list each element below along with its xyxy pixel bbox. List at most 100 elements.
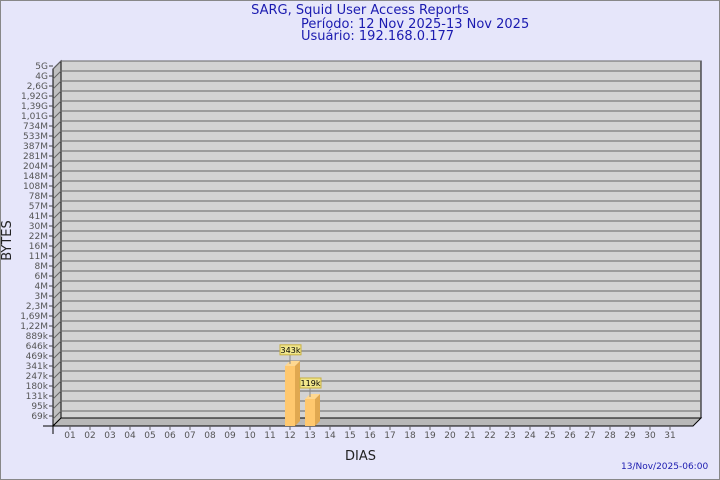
y-tick-label: 734M bbox=[23, 122, 48, 132]
gridline-side bbox=[52, 370, 62, 380]
bar-side bbox=[315, 393, 320, 426]
y-tick-label: 1,22M bbox=[20, 322, 48, 332]
gridline-side bbox=[52, 330, 62, 340]
gridline-side bbox=[52, 70, 62, 80]
y-tick-label: 4M bbox=[35, 282, 49, 292]
y-tick-label: 16M bbox=[29, 242, 48, 252]
y-tick-label: 57M bbox=[29, 202, 48, 212]
y-tick-label: 341k bbox=[26, 362, 49, 372]
gridline-side bbox=[52, 80, 62, 90]
x-tick-label: 25 bbox=[544, 431, 555, 441]
x-tick-label: 16 bbox=[364, 431, 376, 441]
gridline-side bbox=[52, 210, 62, 220]
y-tick-label: 30M bbox=[29, 222, 48, 232]
y-tick-label: 533M bbox=[23, 132, 48, 142]
x-tick-label: 22 bbox=[484, 431, 495, 441]
y-tick-label: 387M bbox=[23, 142, 48, 152]
x-tick-label: 20 bbox=[444, 431, 456, 441]
x-tick-label: 28 bbox=[604, 431, 616, 441]
y-tick-label: 281M bbox=[23, 152, 48, 162]
y-axis-label: BYTES bbox=[0, 220, 15, 261]
x-tick-label: 26 bbox=[564, 431, 576, 441]
x-tick-label: 23 bbox=[504, 431, 515, 441]
y-tick-label: 889k bbox=[26, 332, 49, 342]
x-tick-label: 06 bbox=[164, 431, 176, 441]
gridline-side bbox=[52, 390, 62, 400]
y-tick-label: 247k bbox=[26, 372, 49, 382]
y-tick-label: 1,01G bbox=[21, 112, 48, 122]
y-tick-label: 3M bbox=[35, 292, 49, 302]
x-tick-label: 24 bbox=[524, 431, 536, 441]
y-tick-label: 69k bbox=[31, 412, 48, 422]
x-tick-label: 01 bbox=[64, 431, 75, 441]
gridline-side bbox=[52, 170, 62, 180]
gridline-side bbox=[52, 240, 62, 250]
gridline-side bbox=[52, 260, 62, 270]
data-label: 343k bbox=[281, 346, 301, 355]
bar bbox=[285, 365, 295, 426]
gridline-side bbox=[52, 190, 62, 200]
y-tick-label: 204M bbox=[23, 162, 48, 172]
x-tick-label: 30 bbox=[644, 431, 656, 441]
y-tick-label: 180k bbox=[26, 382, 49, 392]
gridline-side bbox=[52, 300, 62, 310]
gridline-side bbox=[52, 250, 62, 260]
x-tick-label: 04 bbox=[124, 431, 136, 441]
y-tick-label: 469k bbox=[26, 352, 49, 362]
gridline-side bbox=[52, 60, 62, 70]
gridline-side bbox=[52, 220, 62, 230]
x-tick-label: 18 bbox=[404, 431, 416, 441]
gridline-side bbox=[52, 340, 62, 350]
y-tick-label: 4G bbox=[35, 72, 48, 82]
user-text: Usuário: 192.168.0.177 bbox=[301, 29, 455, 44]
y-tick-label: 1,39G bbox=[21, 102, 48, 112]
data-label: 119k bbox=[301, 379, 321, 388]
y-tick-label: 5G bbox=[35, 62, 48, 72]
x-axis-label: DIAS bbox=[345, 449, 376, 464]
gridline-side bbox=[52, 110, 62, 120]
x-tick-label: 10 bbox=[244, 431, 256, 441]
bar-side bbox=[295, 360, 300, 426]
x-tick-label: 02 bbox=[84, 431, 95, 441]
gridline-side bbox=[52, 120, 62, 130]
floor bbox=[51, 417, 703, 427]
bar bbox=[305, 398, 315, 426]
x-tick-label: 15 bbox=[344, 431, 355, 441]
x-tick-label: 05 bbox=[144, 431, 155, 441]
gridline-side bbox=[52, 400, 62, 410]
x-tick-label: 14 bbox=[324, 431, 336, 441]
gridline-side bbox=[52, 130, 62, 140]
y-tick-label: 41M bbox=[29, 212, 48, 222]
y-tick-label: 1,69M bbox=[20, 312, 48, 322]
x-tick-label: 27 bbox=[584, 431, 595, 441]
gridline-side bbox=[52, 290, 62, 300]
gridline-side bbox=[52, 100, 62, 110]
y-tick-label: 148M bbox=[23, 172, 48, 182]
period-text: Período: 12 Nov 2025-13 Nov 2025 bbox=[301, 17, 530, 32]
x-tick-label: 09 bbox=[224, 431, 236, 441]
x-tick-label: 12 bbox=[284, 431, 295, 441]
y-tick-label: 108M bbox=[23, 182, 48, 192]
gridline-side bbox=[52, 140, 62, 150]
gridline-side bbox=[52, 90, 62, 100]
bar-top bbox=[305, 393, 320, 399]
gridline-side bbox=[52, 280, 62, 290]
x-tick-label: 08 bbox=[204, 431, 216, 441]
gridline-side bbox=[52, 410, 62, 420]
x-tick-label: 13 bbox=[304, 431, 315, 441]
data-label-box bbox=[279, 344, 302, 356]
gridline-side bbox=[52, 320, 62, 330]
y-tick-label: 2,3M bbox=[26, 302, 48, 312]
timestamp: 13/Nov/2025-06:00 bbox=[621, 462, 709, 472]
y-tick-label: 95k bbox=[31, 402, 48, 412]
chart-title: SARG, Squid User Access Reports bbox=[251, 3, 469, 18]
data-label-box bbox=[299, 377, 322, 389]
gridline-side bbox=[52, 360, 62, 370]
y-tick-label: 8M bbox=[35, 262, 49, 272]
gridline-side bbox=[52, 380, 62, 390]
gridline-side bbox=[52, 350, 62, 360]
gridline-side bbox=[52, 160, 62, 170]
back-wall bbox=[60, 60, 702, 419]
